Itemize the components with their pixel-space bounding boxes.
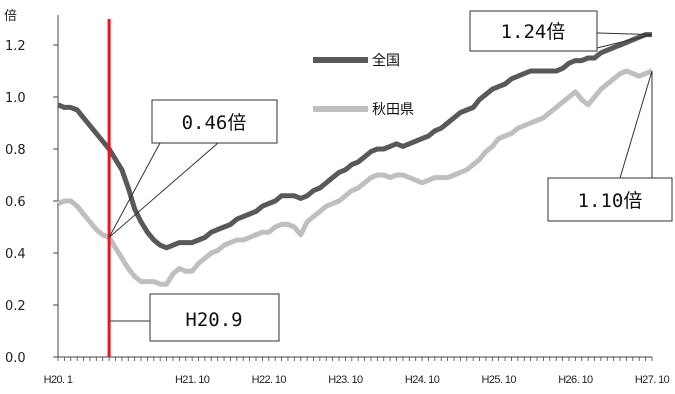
x-tick-label: H27. 10 — [635, 374, 670, 386]
legend-label: 秋田県 — [372, 102, 414, 118]
y-tick-label: 1.2 — [5, 39, 26, 54]
y-axis: 0.0 0.2 0.4 0.6 0.8 1.0 1.2 — [5, 15, 59, 366]
callout-box — [151, 99, 278, 144]
x-tick-label: H25. 10 — [482, 374, 517, 386]
x-axis: H20. 1 H21. 10 H22. 10 H23. 10 H24. 10 H25. 1… — [44, 356, 670, 386]
callout-akita-h20-9: 0.46倍 — [108, 99, 278, 238]
legend-label: 全国 — [372, 52, 400, 69]
series-line-national — [57, 32, 652, 251]
y-tick-label: 0.6 — [5, 195, 26, 210]
x-tick-label: H20. 1 — [44, 374, 73, 386]
y-tick-label: 0.4 — [5, 247, 26, 262]
series-line-akita — [57, 68, 653, 287]
callout-box — [547, 177, 673, 222]
y-tick-label: 0.8 — [5, 143, 26, 158]
x-tick-label: H24. 10 — [405, 374, 440, 386]
y-tick-label: 0.0 — [5, 351, 26, 366]
callout-label: 0.46倍 — [182, 112, 247, 134]
callout-pointer — [108, 142, 219, 238]
y-axis-label: 倍 — [4, 9, 17, 24]
callout-pointer — [596, 34, 653, 49]
callout-pointer — [108, 142, 161, 238]
y-tick-label: 0.2 — [5, 299, 26, 314]
marker-label: H20.9 — [185, 309, 242, 331]
callout-akita-peak: 1.10倍 — [547, 71, 673, 222]
legend: 全国 秋田県 — [313, 52, 414, 118]
callout-national-peak: 1.24倍 — [469, 10, 653, 52]
callout-box — [469, 10, 598, 52]
legend-item-national: 全国 — [313, 52, 400, 69]
legend-item-akita: 秋田県 — [313, 102, 414, 118]
callouts: 1.24倍 0.46倍 1.10倍 H20.9 — [108, 10, 673, 342]
series-layer — [57, 32, 653, 287]
callout-pointer — [619, 70, 653, 179]
callout-marker-date: H20.9 — [110, 293, 280, 342]
x-tick-label: H21. 10 — [175, 374, 210, 386]
callout-label: 1.24倍 — [501, 21, 566, 43]
callout-box — [149, 293, 280, 342]
x-tick-label: H23. 10 — [328, 374, 363, 386]
callout-label: 1.10倍 — [578, 190, 643, 212]
x-tick-label: H26. 10 — [558, 374, 593, 386]
x-tick-label: H22. 10 — [252, 374, 287, 386]
y-tick-label: 1.0 — [5, 91, 26, 106]
